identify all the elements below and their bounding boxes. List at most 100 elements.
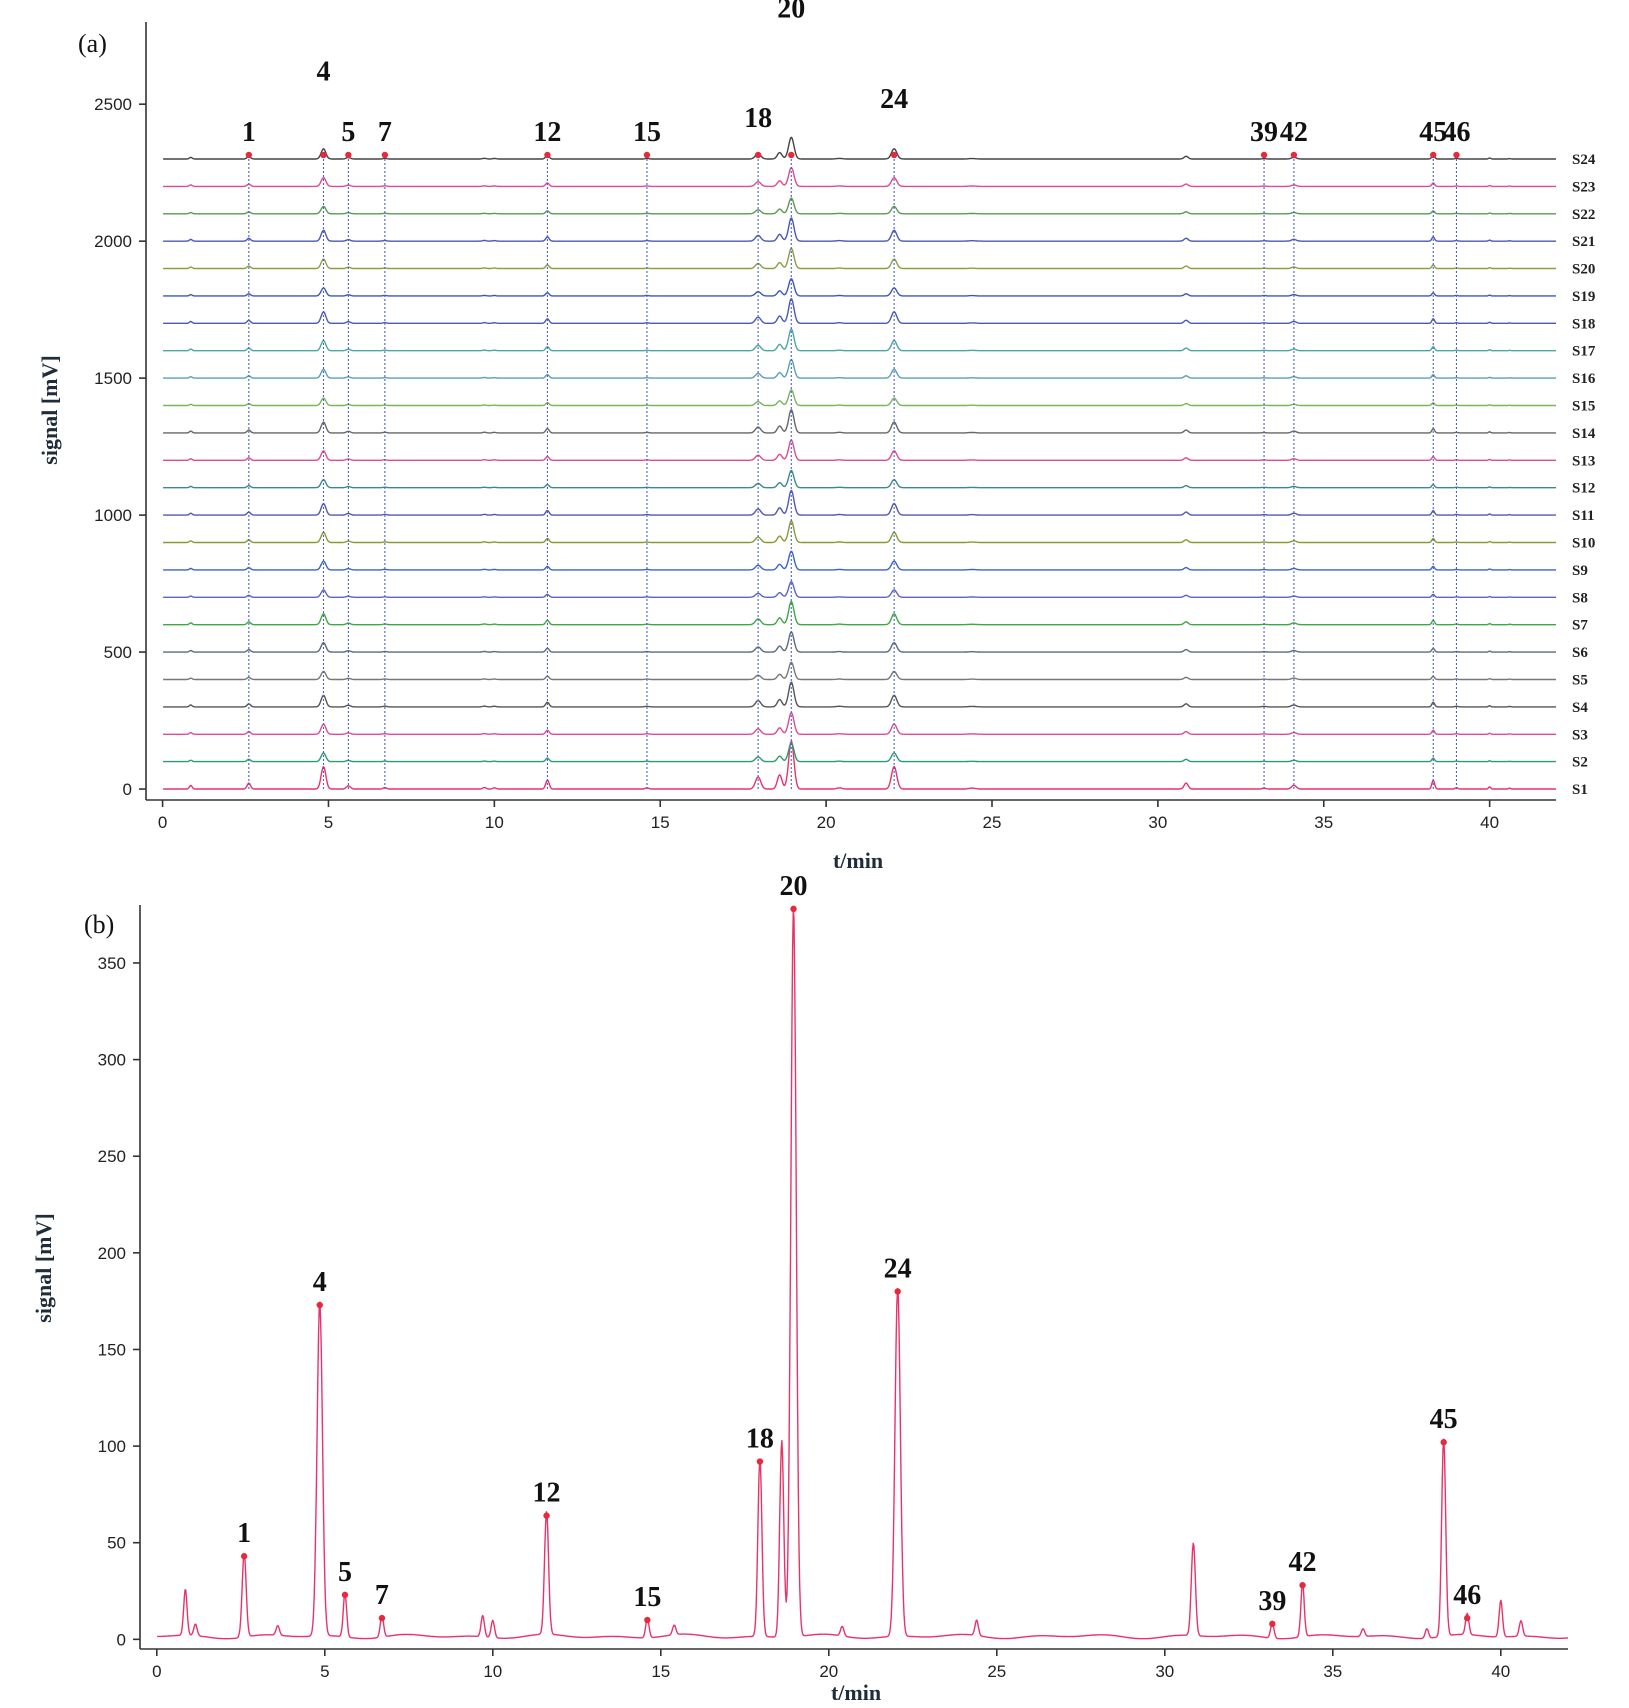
peak-marker-12 <box>543 1512 550 1519</box>
sample-label-s7: S7 <box>1572 618 1588 634</box>
sample-trace-s9 <box>163 550 1556 571</box>
peak-label-12: 12 <box>533 117 561 148</box>
peak-marker-15 <box>644 1616 651 1624</box>
sample-label-s12: S12 <box>1572 481 1595 497</box>
peak-label-18: 18 <box>744 103 772 134</box>
peak-marker-46 <box>1453 151 1460 159</box>
panel-a-label: (a) <box>78 29 107 58</box>
peak-marker-4 <box>320 151 327 159</box>
y-tick-label: 1000 <box>94 506 132 525</box>
peak-label-4: 4 <box>316 56 330 87</box>
sample-label-s14: S14 <box>1572 426 1596 442</box>
peak-marker-15 <box>643 151 651 159</box>
peak-label-7: 7 <box>378 117 392 148</box>
sample-trace-s23 <box>163 167 1556 188</box>
sample-trace-s20 <box>163 247 1556 270</box>
sample-trace-s19 <box>163 278 1556 297</box>
peak-label-1: 1 <box>242 117 256 148</box>
peak-label-12: 12 <box>533 1478 561 1509</box>
peak-label-20: 20 <box>780 871 808 902</box>
sample-label-s21: S21 <box>1572 234 1595 250</box>
peak-marker-7 <box>381 151 389 159</box>
sample-label-s23: S23 <box>1572 179 1595 195</box>
sample-label-s22: S22 <box>1572 207 1595 223</box>
x-tick-label: 5 <box>324 813 333 832</box>
x-tick-label: 40 <box>1480 813 1499 832</box>
sample-trace-s24 <box>163 136 1556 160</box>
peak-marker-39 <box>1269 1620 1276 1628</box>
sample-trace-s12 <box>163 469 1556 489</box>
peak-label-4: 4 <box>313 1267 327 1298</box>
peak-marker-46 <box>1464 1614 1471 1622</box>
sample-trace-s5 <box>163 661 1556 681</box>
peak-label-5: 5 <box>341 117 355 148</box>
peak-label-24: 24 <box>884 1253 912 1284</box>
y-tick-label: 200 <box>98 1244 126 1263</box>
peak-marker-24 <box>894 1288 901 1295</box>
sample-label-s20: S20 <box>1572 262 1595 278</box>
y-tick-label: 0 <box>123 780 132 799</box>
y-tick-label: 100 <box>98 1437 126 1456</box>
sample-trace-s15 <box>163 389 1556 407</box>
peak-label-15: 15 <box>633 1582 661 1613</box>
sample-label-s18: S18 <box>1572 316 1595 332</box>
x-tick-label: 40 <box>1491 1662 1510 1681</box>
sample-trace-s3 <box>163 711 1556 735</box>
peak-label-39: 39 <box>1258 1586 1286 1617</box>
panel-a-traces <box>163 136 1556 790</box>
peak-marker-12 <box>544 151 551 159</box>
peak-marker-20 <box>790 905 797 913</box>
panel-b-x-label: t/min <box>831 1680 881 1705</box>
peak-marker-1 <box>245 151 253 159</box>
sample-trace-s4 <box>163 681 1556 708</box>
peak-marker-5 <box>341 1591 349 1599</box>
peak-label-5: 5 <box>338 1557 352 1588</box>
sample-label-s13: S13 <box>1572 453 1595 469</box>
peak-label-24: 24 <box>880 84 908 115</box>
sample-label-s15: S15 <box>1572 399 1595 415</box>
panel-a-y-ticks: 0 500 1000 1500 2000 2500 <box>94 95 146 799</box>
peak-marker-18 <box>756 1458 764 1465</box>
y-tick-label: 250 <box>98 1147 126 1166</box>
sample-trace-s7 <box>163 600 1556 626</box>
peak-label-45: 45 <box>1430 1404 1458 1435</box>
panel-b-axes <box>139 905 1568 1650</box>
sample-label-s1: S1 <box>1572 782 1588 798</box>
sample-label-s16: S16 <box>1572 371 1596 387</box>
y-tick-label: 1500 <box>94 369 132 388</box>
sample-trace-s8 <box>163 580 1556 598</box>
y-tick-label: 2500 <box>94 95 132 114</box>
sample-trace-s2 <box>163 742 1556 763</box>
peak-marker-42 <box>1299 1582 1306 1589</box>
peak-label-42: 42 <box>1280 117 1308 148</box>
peak-label-39: 39 <box>1250 117 1278 148</box>
sample-label-s2: S2 <box>1572 755 1588 771</box>
x-tick-label: 30 <box>1155 1662 1174 1681</box>
peak-marker-20 <box>788 151 795 159</box>
peak-marker-45 <box>1440 1439 1447 1446</box>
sample-trace-s18 <box>163 298 1556 324</box>
sample-label-s3: S3 <box>1572 727 1588 743</box>
sample-trace-s16 <box>163 358 1556 379</box>
sample-trace-s21 <box>163 217 1556 242</box>
sample-label-s6: S6 <box>1572 645 1588 661</box>
peak-marker-4 <box>316 1301 323 1309</box>
sample-trace-s6 <box>163 631 1556 653</box>
sample-trace-s11 <box>163 489 1556 516</box>
peak-label-7: 7 <box>375 1580 389 1611</box>
sample-label-s19: S19 <box>1572 289 1595 305</box>
y-tick-label: 0 <box>117 1630 126 1649</box>
peak-label-42: 42 <box>1289 1547 1317 1578</box>
sample-trace-s14 <box>163 409 1556 434</box>
y-tick-label: 500 <box>104 643 132 662</box>
x-tick-label: 0 <box>158 813 167 832</box>
sample-trace-s10 <box>163 520 1556 544</box>
panel-a-sample-labels: S1 S2 S3 S4 S5 S6 S7 S8 S9 S10 S11 S12 S13 S14 S15 S16 S… <box>1572 152 1596 798</box>
sample-trace-s1 <box>163 740 1556 790</box>
sample-label-s11: S11 <box>1572 508 1595 524</box>
panel-b-y-ticks: 0 50 100 150 200 250 300 350 <box>98 954 140 1649</box>
peak-marker-18 <box>754 151 762 159</box>
peak-label-46: 46 <box>1453 1580 1481 1611</box>
